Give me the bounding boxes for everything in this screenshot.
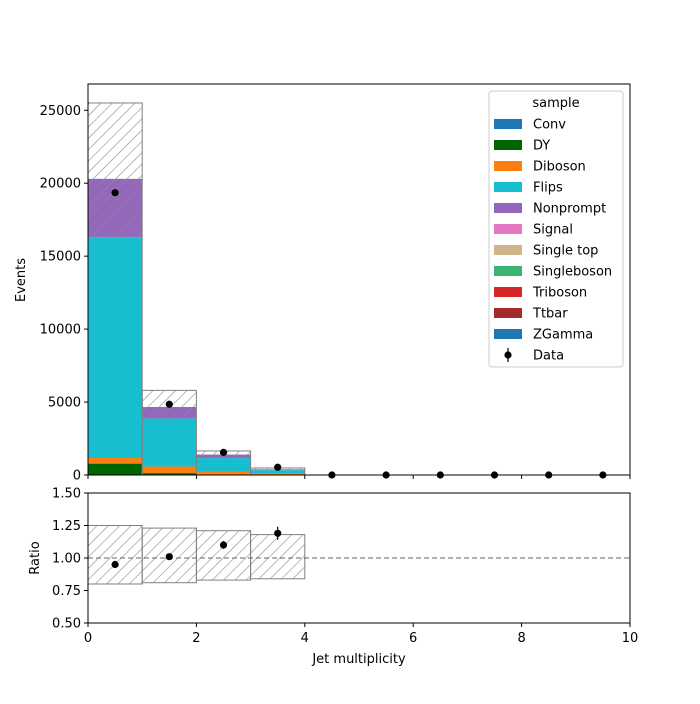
legend-label-dy: DY: [533, 139, 550, 154]
legend-label-triboson: Triboson: [532, 286, 587, 301]
main-y-axis-label: Events: [14, 258, 29, 302]
legend-label-data: Data: [533, 349, 564, 364]
y-tick-label: 15000: [40, 250, 81, 265]
y-tick-label: 10000: [40, 323, 81, 338]
legend-marker-data: [504, 351, 511, 358]
bar-flips: [196, 458, 250, 472]
data-point: [166, 401, 173, 408]
bar-diboson: [142, 467, 196, 474]
y-tick-label: 20000: [40, 177, 81, 192]
legend-label-singleboson: Singleboson: [533, 265, 612, 280]
legend-swatch-dy: [494, 140, 522, 150]
legend-label-zgamma: ZGamma: [533, 328, 593, 343]
ratio-uncertainty-hatch: [251, 535, 305, 579]
legend-label-diboson: Diboson: [533, 160, 586, 175]
x-tick-label: 2: [192, 631, 200, 646]
data-point: [112, 189, 119, 196]
data-point: [274, 464, 281, 471]
legend-label-conv: Conv: [533, 118, 566, 133]
ratio-y-ticks: 0.50 0.75 1.00 1.25 1.50: [52, 487, 88, 632]
legend-label-signal: Signal: [533, 223, 573, 238]
legend-label-single-top: Single top: [533, 244, 598, 259]
bar-diboson: [196, 472, 250, 474]
ratio-point: [220, 541, 227, 548]
ratio-point: [274, 530, 281, 537]
y-tick-label: 5000: [48, 396, 81, 411]
ratio-panel: 0.50 0.75 1.00 1.25 1.50 0 2 4 6 8 10 Ratio Jet m…: [28, 487, 638, 668]
legend-swatch-zgamma: [494, 329, 522, 339]
ratio-point: [166, 553, 173, 560]
x-tick-label: 10: [622, 631, 639, 646]
legend-swatch-diboson: [494, 161, 522, 171]
ratio-uncertainty-band: [88, 526, 305, 585]
legend-swatch-single-top: [494, 245, 522, 255]
legend-swatch-ttbar: [494, 308, 522, 318]
ratio-y-tick-label: 0.75: [52, 584, 81, 599]
legend: sample Conv DY Diboson Flips Nonprompt Signal…: [489, 91, 623, 367]
x-tick-label: 6: [409, 631, 417, 646]
x-tick-label: 8: [517, 631, 525, 646]
ratio-x-ticks: 0 2 4 6 8 10: [84, 623, 638, 646]
legend-swatch-signal: [494, 224, 522, 234]
y-tick-label: 25000: [40, 104, 81, 119]
legend-label-ttbar: Ttbar: [532, 307, 568, 322]
data-point: [220, 449, 227, 456]
legend-swatch-singleboson: [494, 266, 522, 276]
ratio-y-tick-label: 1.50: [52, 487, 81, 502]
legend-swatch-flips: [494, 182, 522, 192]
legend-label-flips: Flips: [533, 181, 563, 196]
bar-flips: [88, 237, 142, 457]
x-tick-label: 0: [84, 631, 92, 646]
ratio-point: [112, 561, 119, 568]
bar-dy: [88, 464, 142, 475]
legend-label-nonprompt: Nonprompt: [533, 202, 606, 217]
legend-swatch-nonprompt: [494, 203, 522, 213]
ratio-y-tick-label: 0.50: [52, 617, 81, 632]
ratio-y-axis-label: Ratio: [28, 541, 43, 574]
bar-flips: [142, 418, 196, 466]
uncertainty-hatch: [88, 103, 142, 237]
main-y-ticks: 0 5000 10000 15000 20000 25000: [40, 104, 88, 484]
y-tick-label: 0: [73, 469, 81, 484]
legend-swatch-conv: [494, 119, 522, 129]
x-tick-label: 4: [301, 631, 309, 646]
bar-diboson: [88, 457, 142, 463]
x-axis-label: Jet multiplicity: [311, 652, 406, 667]
legend-title: sample: [532, 96, 579, 111]
ratio-uncertainty-hatch: [196, 531, 250, 580]
ratio-y-tick-label: 1.25: [52, 519, 81, 534]
legend-swatch-triboson: [494, 287, 522, 297]
ratio-y-tick-label: 1.00: [52, 552, 81, 567]
ratio-uncertainty-hatch: [88, 526, 142, 585]
